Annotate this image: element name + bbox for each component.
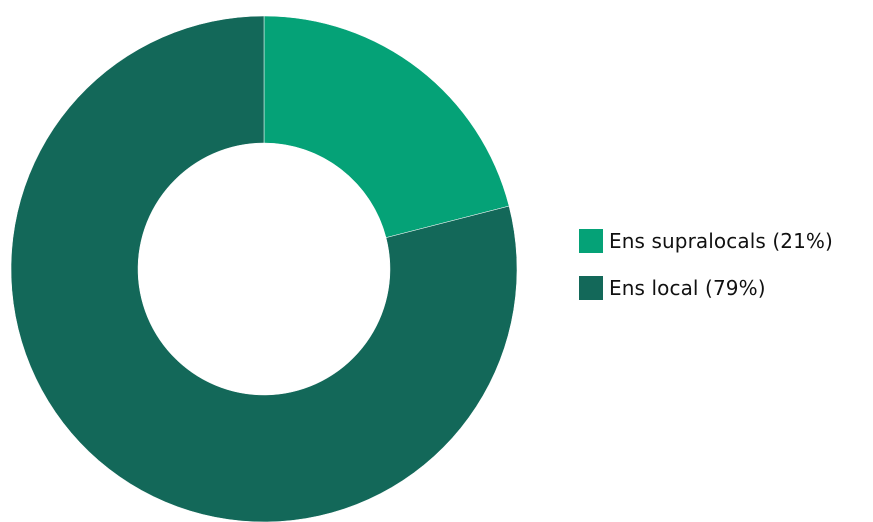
- chart-legend: Ens supralocals (21%) Ens local (79%): [579, 227, 833, 301]
- legend-item-ens-local[interactable]: Ens local (79%): [579, 274, 833, 301]
- slice-ens-local[interactable]: [10, 15, 518, 522]
- legend-label-ens-supralocals: Ens supralocals (21%): [609, 228, 833, 253]
- donut-slices: [10, 15, 518, 522]
- legend-swatch-ens-local: [579, 275, 603, 300]
- legend-swatch-ens-supralocals: [579, 228, 603, 253]
- slice-ens-supralocals[interactable]: [263, 15, 510, 238]
- legend-label-ens-local: Ens local (79%): [609, 275, 766, 300]
- legend-item-ens-supralocals[interactable]: Ens supralocals (21%): [579, 227, 833, 254]
